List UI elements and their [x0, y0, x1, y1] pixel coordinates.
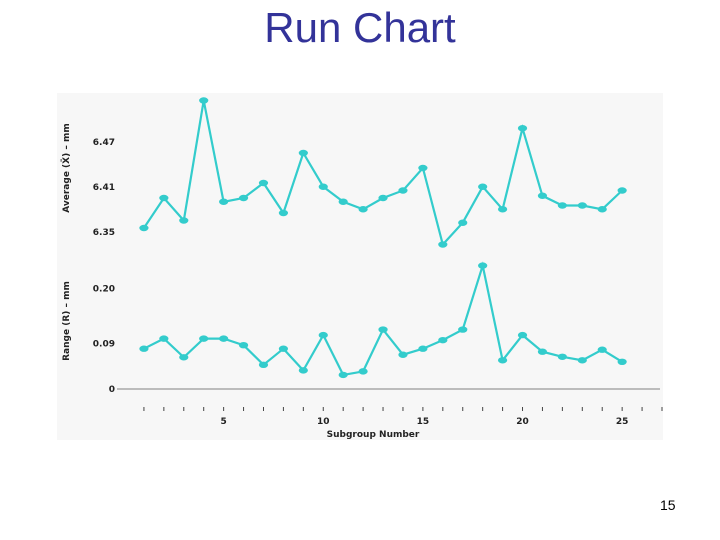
data-point — [478, 262, 488, 269]
data-point — [219, 335, 229, 342]
data-point — [557, 202, 567, 209]
data-point — [378, 326, 388, 333]
data-point — [577, 202, 587, 209]
y-tick-label: 6.41 — [93, 183, 115, 193]
data-point — [298, 367, 308, 374]
data-point — [278, 345, 289, 352]
data-point — [497, 357, 508, 364]
run-chart-panel: 6.47 6.41 6.35 Average (X̄) – mm 0.20 0.09 0 Ra… — [57, 93, 663, 440]
x-tick-label: 10 — [317, 417, 330, 427]
data-point — [278, 209, 289, 217]
data-point — [418, 164, 428, 172]
data-point — [418, 345, 428, 352]
data-point — [258, 361, 269, 369]
y-tick-label: 6.35 — [93, 228, 115, 238]
data-point — [577, 357, 587, 364]
data-point — [398, 187, 408, 194]
data-point — [358, 368, 368, 375]
data-point — [318, 331, 328, 339]
data-point — [318, 183, 328, 190]
data-point — [617, 187, 627, 194]
data-point — [179, 217, 189, 224]
data-point — [537, 192, 548, 199]
data-point — [179, 354, 189, 361]
series-line — [143, 261, 623, 377]
x-tick-label: 25 — [616, 417, 629, 427]
y-axis-title: Average (X̄) – mm — [60, 123, 72, 213]
data-point — [597, 206, 607, 213]
run-chart-svg: 6.47 6.41 6.35 Average (X̄) – mm 0.20 0.09 0 Ra… — [60, 97, 663, 440]
data-point — [199, 335, 209, 342]
data-point — [438, 336, 448, 344]
data-point — [517, 125, 528, 132]
x-axis-title: Subgroup Number — [327, 430, 420, 440]
data-point — [458, 219, 468, 226]
series-line — [142, 100, 623, 247]
y-tick-label: 6.47 — [93, 138, 115, 148]
y-axis-title: Range (R) – mm — [62, 281, 72, 361]
data-point — [338, 371, 348, 379]
data-point — [238, 194, 249, 202]
data-point — [139, 224, 149, 232]
y-tick-label: 0.20 — [93, 284, 115, 294]
data-point — [458, 326, 468, 333]
data-point — [378, 194, 388, 202]
data-point — [557, 353, 567, 360]
data-point — [617, 358, 627, 365]
data-point — [199, 97, 209, 104]
data-point — [238, 341, 249, 349]
y-tick-label: 0.09 — [93, 340, 115, 350]
data-point — [398, 351, 408, 358]
data-point — [219, 198, 229, 205]
page-number: 15 — [660, 497, 676, 513]
data-point — [497, 206, 508, 213]
x-tick-label: 5 — [220, 417, 226, 427]
data-point — [597, 346, 607, 353]
data-point — [478, 183, 488, 190]
data-point — [517, 331, 528, 339]
data-point — [358, 206, 368, 213]
data-point — [537, 348, 548, 355]
y-tick-label: 0 — [109, 385, 115, 395]
data-point — [159, 194, 169, 202]
x-tick-label: 20 — [516, 417, 529, 427]
slide-title: Run Chart — [264, 4, 456, 51]
data-point — [258, 179, 269, 187]
data-point — [298, 149, 308, 157]
data-point — [139, 345, 149, 352]
data-point — [338, 198, 348, 205]
x-tick-label: 15 — [417, 417, 430, 427]
data-point — [159, 335, 169, 342]
data-point — [438, 241, 448, 248]
